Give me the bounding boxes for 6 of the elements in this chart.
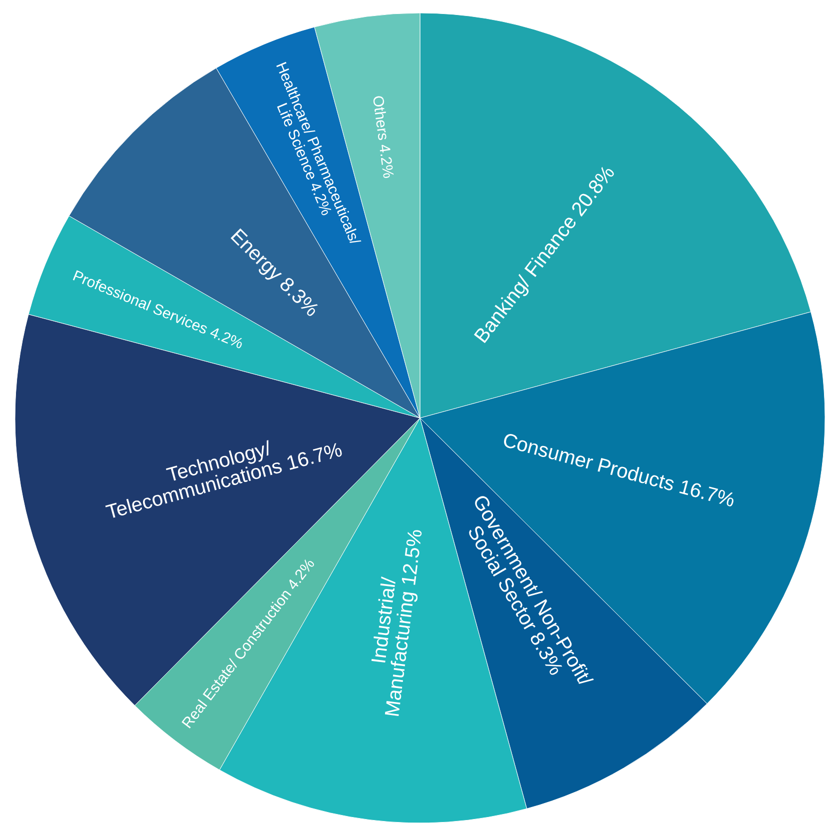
data-label: 16.7% xyxy=(284,438,345,476)
data-label: 4.2% xyxy=(375,143,397,180)
data-label: 16.7% xyxy=(676,476,738,512)
slice-label: Others xyxy=(368,94,392,142)
data-label: 12.5% xyxy=(398,528,427,588)
data-label: 4.2% xyxy=(207,324,246,353)
